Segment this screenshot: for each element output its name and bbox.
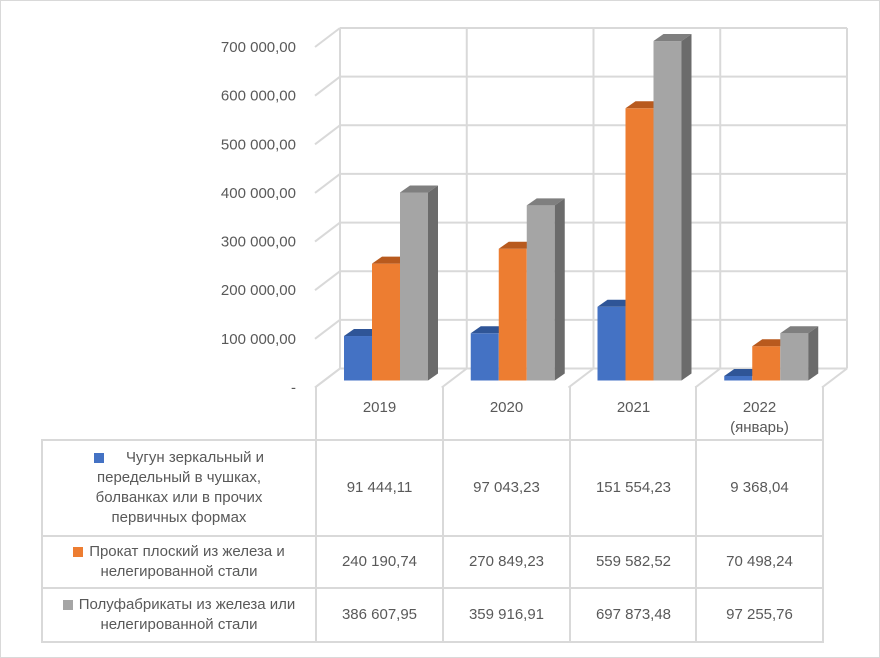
- bar-1-3: [752, 346, 781, 381]
- bar-0-3: [724, 375, 753, 381]
- bar-side-2-3: [808, 326, 819, 381]
- side-gridline: [314, 173, 341, 194]
- category-label: 2019: [316, 390, 443, 436]
- side-gridline: [314, 124, 341, 146]
- table-hline: [41, 587, 824, 589]
- category-label: 2020: [443, 390, 570, 436]
- y-tick-label: 200 000,00: [221, 282, 296, 299]
- category-label-line: 2020: [489, 399, 524, 416]
- floor-line: [567, 367, 595, 389]
- bar-0-2: [597, 306, 626, 381]
- table-hline: [41, 641, 824, 643]
- category-label: 2021: [570, 390, 697, 436]
- legend-text-line: первичных формах: [111, 509, 247, 526]
- floor-line: [314, 367, 341, 389]
- table-hline: [41, 535, 824, 537]
- bar-top-2-0: [400, 185, 438, 193]
- legend-swatch: [73, 547, 84, 558]
- data-label: 151 554,23: [595, 479, 672, 496]
- table-vline: [41, 440, 43, 642]
- bar-side-2-1: [554, 198, 565, 381]
- y-tick-label: 400 000,00: [221, 185, 296, 202]
- legend-entry: Чугун зеркальный и передельный в чушках, б…: [44, 440, 314, 536]
- data-label: 97 043,23: [473, 479, 540, 496]
- y-tick-label: 600 000,00: [221, 88, 296, 105]
- y-tick-label: 500 000,00: [221, 136, 296, 153]
- legend-entry: Прокат плоский из железа и нелегированной…: [44, 536, 314, 588]
- table-vline: [442, 386, 444, 642]
- legend-text-line: нелегированной стали: [100, 563, 258, 580]
- y-tick-label: 300 000,00: [221, 234, 296, 251]
- bar-top-2-2: [653, 34, 692, 42]
- bar-2-0: [400, 192, 428, 381]
- legend-swatch: [93, 453, 104, 464]
- bar-0-1: [470, 333, 499, 381]
- legend-entry: Полуфабрикаты из железа или нелегированно…: [44, 588, 314, 642]
- category-label-line: (январь): [730, 419, 789, 436]
- side-gridline: [314, 319, 341, 340]
- data-label: 559 582,52: [595, 553, 672, 570]
- legend-text-line: болванках или в прочих: [95, 489, 263, 506]
- data-label: 386 607,95: [341, 606, 418, 623]
- bar-1-0: [372, 263, 400, 381]
- data-label: 240 190,74: [341, 553, 418, 570]
- legend-text-line: Прокат плоский из железа и: [73, 542, 285, 562]
- bar-2-1: [526, 205, 555, 381]
- side-gridline: [314, 27, 341, 48]
- legend-swatch: [62, 600, 73, 611]
- y-tick-label: -: [291, 380, 296, 397]
- category-label: 2022 (январь): [696, 390, 823, 436]
- legend-text-line: Полуфабрикаты из железа или: [62, 595, 295, 615]
- bar-1-1: [498, 248, 527, 381]
- legend-text-line: Чугун зеркальный и: [93, 448, 264, 468]
- bar-side-2-2: [681, 34, 692, 381]
- table-vline: [315, 386, 317, 642]
- table-vline: [569, 386, 571, 642]
- floor-line: [821, 367, 848, 389]
- data-label: 697 873,48: [595, 606, 672, 623]
- y-tick-label: 100 000,00: [221, 331, 296, 348]
- legend-text-line: передельный в чушках,: [97, 469, 261, 486]
- side-gridline: [314, 270, 341, 292]
- bar-top-2-3: [780, 326, 819, 334]
- data-label: 97 255,76: [726, 606, 793, 623]
- table-hline: [41, 439, 824, 441]
- data-label: 359 916,91: [468, 606, 545, 623]
- data-label: 9 368,04: [730, 479, 789, 496]
- floor-line: [441, 367, 468, 389]
- category-label-line: 2021: [616, 399, 651, 416]
- data-label: 270 849,23: [468, 553, 545, 570]
- data-label: 70 498,24: [726, 553, 793, 570]
- floor-line: [694, 367, 721, 389]
- bar-1-2: [625, 108, 654, 381]
- side-gridline: [314, 75, 341, 97]
- legend-text-line: нелегированной стали: [100, 616, 258, 633]
- table-vline: [822, 386, 824, 642]
- table-vline: [695, 386, 697, 642]
- side-gridline: [314, 221, 341, 243]
- y-tick-label: 700 000,00: [221, 39, 296, 56]
- bar-0-0: [344, 336, 372, 381]
- category-label-line: 2022: [742, 399, 777, 416]
- bar-2-2: [653, 41, 682, 381]
- bar-side-2-0: [428, 185, 438, 381]
- category-label-line: 2019: [362, 399, 397, 416]
- bar-top-2-1: [526, 198, 565, 206]
- data-label: 91 444,11: [346, 479, 413, 496]
- bar-2-3: [780, 333, 809, 381]
